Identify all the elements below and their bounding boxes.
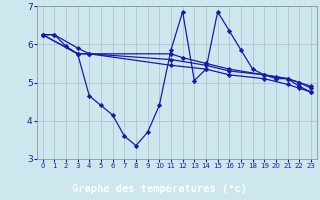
Text: Graphe des températures (°c): Graphe des températures (°c): [73, 183, 247, 194]
